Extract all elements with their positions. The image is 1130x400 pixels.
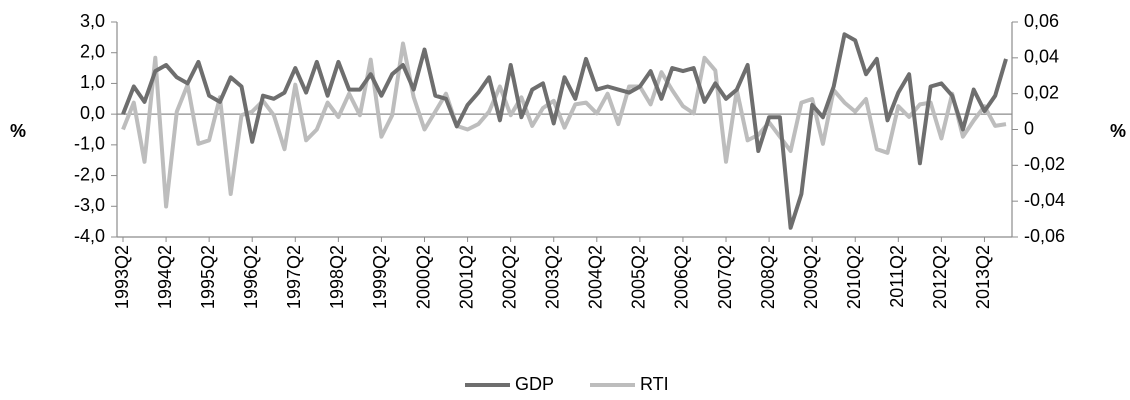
series-line — [121, 41, 1007, 209]
legend-label: GDP — [515, 374, 554, 394]
y-tick-label: -2,0 — [74, 164, 105, 184]
x-tick-label: 2013Q2 — [973, 245, 993, 309]
x-tick-label: 2010Q2 — [844, 245, 864, 309]
y-tick-label: 0,0 — [80, 103, 105, 123]
x-tick-label: 2009Q2 — [801, 245, 821, 309]
y2-tick-label: -0,06 — [1024, 226, 1065, 246]
x-tick-label: 1997Q2 — [284, 245, 304, 309]
y2-tick-label: 0,02 — [1024, 82, 1059, 102]
x-tick-label: 1993Q2 — [112, 245, 132, 309]
x-tick-label: 1998Q2 — [327, 245, 347, 309]
x-tick-label: 2007Q2 — [715, 245, 735, 309]
x-tick-label: 1994Q2 — [155, 245, 175, 309]
y-tick-label: 2,0 — [80, 41, 105, 61]
x-tick-label: 1999Q2 — [370, 245, 390, 309]
y2-tick-label: 0 — [1024, 118, 1034, 138]
y2-tick-label: 0,04 — [1024, 47, 1059, 67]
x-tick-label: 2000Q2 — [413, 245, 433, 309]
y-tick-label: -1,0 — [74, 134, 105, 154]
x-tick-label: 2008Q2 — [758, 245, 778, 309]
y-tick-label: 3,0 — [80, 11, 105, 31]
x-tick-label: 2004Q2 — [586, 245, 606, 309]
y2-tick-label: 0,06 — [1024, 11, 1059, 31]
y-tick-label: 1,0 — [80, 72, 105, 92]
x-tick-label: 2001Q2 — [456, 245, 476, 309]
y-tick-label: -4,0 — [74, 226, 105, 246]
x-tick-label: 2011Q2 — [887, 245, 907, 308]
x-tick-label: 2003Q2 — [542, 245, 562, 309]
y2-tick-label: -0,04 — [1024, 190, 1065, 210]
x-tick-label: 2005Q2 — [629, 245, 649, 309]
y2-tick-label: -0,02 — [1024, 154, 1065, 174]
x-tick-label: 2012Q2 — [930, 245, 950, 309]
x-tick-label: 1995Q2 — [198, 245, 218, 309]
x-tick-label: 2002Q2 — [499, 245, 519, 309]
legend-label: RTI — [640, 374, 669, 394]
y-tick-label: -3,0 — [74, 195, 105, 215]
y2-axis-label: % — [1110, 121, 1126, 141]
x-tick-label: 2006Q2 — [672, 245, 692, 309]
y-axis-label: % — [10, 121, 26, 141]
series-line — [121, 32, 1008, 230]
x-tick-label: 1996Q2 — [241, 245, 261, 309]
